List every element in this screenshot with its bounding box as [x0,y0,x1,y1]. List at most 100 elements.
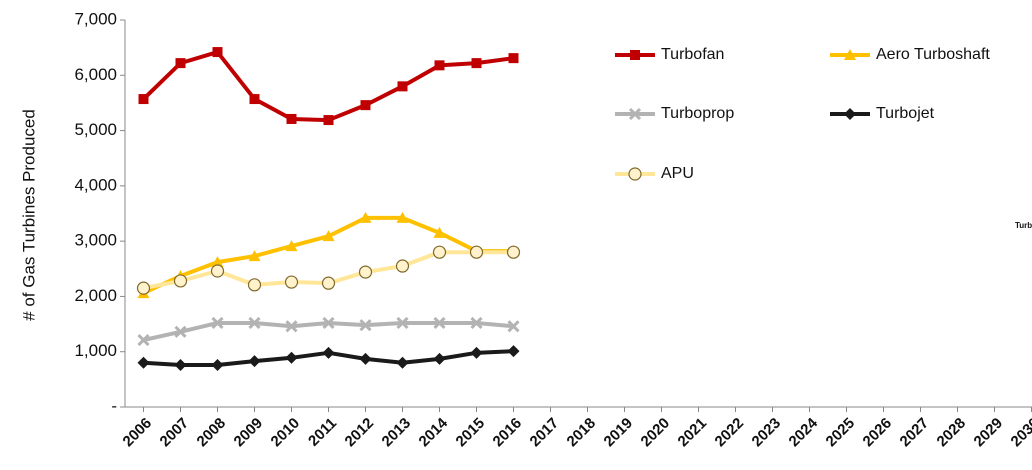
point [508,53,519,64]
x-tick-label: 2017 [527,415,563,451]
y-tick-label: 6,000 [74,65,117,84]
x-tick-label: 2014 [416,414,452,450]
point [470,346,483,359]
point [285,351,298,364]
y-axis-label: # of Gas Turbines Produced [19,109,38,321]
point [322,316,335,330]
legend-marker [844,108,856,120]
legend-label: Turbofan [661,46,724,63]
point [507,345,520,358]
point [433,316,446,330]
y-tick-label: 3,000 [74,231,117,250]
point [248,355,261,368]
point [434,60,445,71]
point [359,319,372,332]
point [470,316,483,330]
point [432,245,447,259]
legend-marker [630,50,640,60]
x-tick-label: 2011 [305,415,340,450]
point [397,81,408,92]
legend-marker [844,49,856,60]
point [506,245,521,259]
x-tick-label: 2028 [934,415,970,451]
point [396,316,409,330]
point [322,346,335,359]
point [433,352,446,365]
point [248,250,261,262]
point [284,275,299,289]
point [433,226,446,238]
x-tick-label: 2026 [860,415,896,451]
point [507,320,520,333]
point [174,358,187,371]
point [285,320,298,333]
point [395,259,410,273]
x-tick-label: 2009 [231,415,267,451]
annotation: Turbofan, [1015,221,1032,230]
x-tick-label: 2030 [1008,415,1032,451]
x-tick-label: 2024 [786,414,822,450]
x-tick-label: 2019 [601,415,637,451]
point [249,94,260,105]
legend-label: APU [661,165,694,182]
legend-label: Aero Turboshaft [876,46,990,63]
point [396,211,409,223]
x-tick-label: 2022 [712,415,748,451]
x-tick-label: 2020 [638,415,674,451]
point [173,274,188,288]
point [359,352,372,365]
x-tick-label: 2018 [564,415,600,451]
y-tick-label: 5,000 [74,120,117,139]
point [358,265,373,279]
point [286,113,297,124]
x-tick-label: 2023 [749,415,785,451]
y-tick-label: 7,000 [74,9,117,28]
point [211,256,224,268]
x-tick-label: 2029 [971,415,1007,451]
point [322,230,335,242]
point [137,334,150,347]
point [323,115,334,126]
x-tick-label: 2013 [379,415,415,451]
x-tick-label: 2015 [453,415,489,451]
point [212,47,223,58]
y-tick-label: - [111,396,117,415]
legend-label: Turboprop [661,105,734,122]
point [138,94,149,105]
y-tick-label: 4,000 [74,175,117,194]
y-tick-label: 1,000 [74,341,117,360]
point [174,325,187,338]
point [359,211,372,223]
point [360,100,371,111]
point [211,358,224,371]
x-tick-label: 2021 [675,415,711,451]
point [136,281,151,295]
x-tick-label: 2012 [342,415,378,451]
point [396,356,409,369]
legend-marker [628,107,642,121]
legend-marker [628,167,642,181]
x-tick-label: 2006 [120,415,156,451]
point [248,316,261,330]
x-tick-label: 2027 [897,415,933,451]
x-tick-label: 2010 [268,415,304,451]
point [137,356,150,369]
x-tick-label: 2025 [823,415,859,451]
x-tick-label: 2008 [194,415,230,451]
point [285,240,298,252]
point [321,276,336,290]
point [175,58,186,69]
point [247,278,262,292]
legend-label: Turbojet [876,105,935,122]
point [211,316,224,330]
point [471,58,482,69]
series-line [142,50,514,123]
x-tick-label: 2007 [157,415,193,451]
x-tick-label: 2016 [490,415,526,451]
point [469,245,484,259]
y-tick-label: 2,000 [74,286,117,305]
series-line [143,320,514,343]
point [210,264,225,278]
